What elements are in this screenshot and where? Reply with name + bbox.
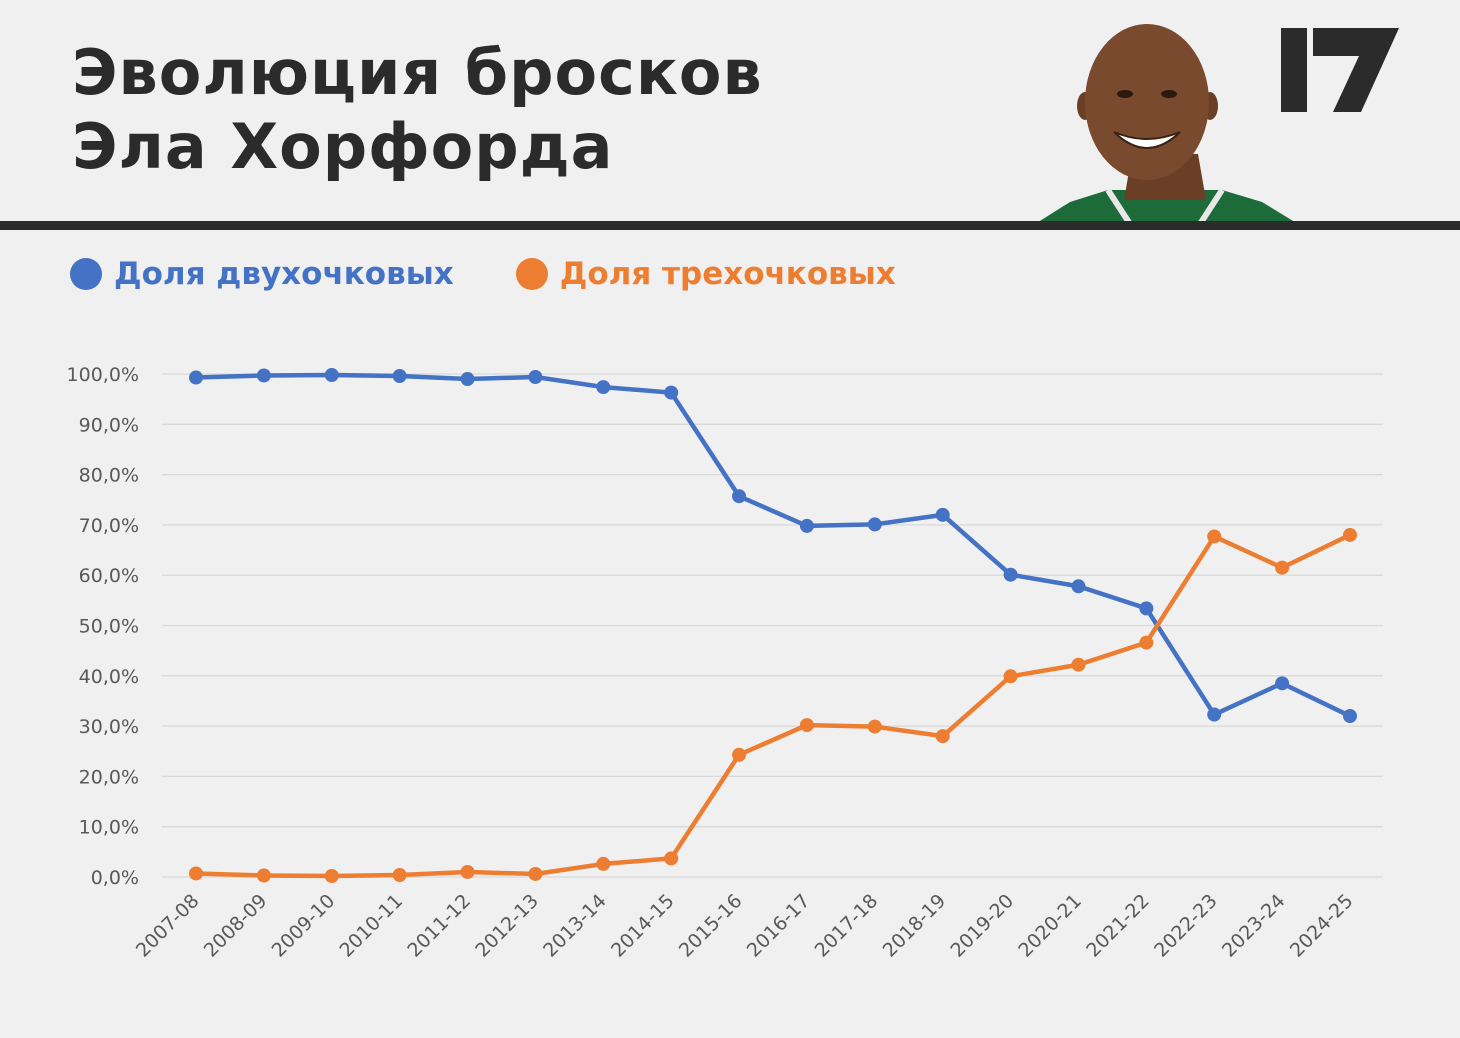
legend-label-three-point: Доля трехочковых	[559, 256, 896, 292]
data-point-0	[392, 369, 407, 384]
x-tick-label: 2022-23	[1150, 890, 1222, 962]
data-point-0	[596, 380, 611, 395]
data-point-1	[324, 868, 339, 883]
data-point-0	[1343, 709, 1357, 724]
data-point-0	[935, 507, 950, 522]
legend-label-two-point: Доля двухочковых	[114, 256, 454, 292]
data-point-1	[732, 747, 747, 762]
data-point-1	[189, 866, 203, 881]
jersey	[1035, 190, 1298, 224]
x-tick-label: 2015-16	[675, 890, 747, 962]
data-point-1	[1139, 635, 1154, 650]
player-portrait	[1035, 24, 1298, 224]
x-tick-label: 2009-10	[268, 890, 340, 962]
data-point-0	[1207, 707, 1222, 722]
data-point-0	[460, 372, 475, 387]
data-point-0	[1139, 601, 1154, 616]
data-point-0	[324, 368, 339, 383]
y-tick-label: 30,0%	[79, 716, 139, 738]
data-point-1	[1071, 657, 1086, 672]
y-tick-label: 20,0%	[79, 766, 139, 788]
left-eye	[1117, 90, 1133, 98]
x-tick-label: 2021-22	[1082, 890, 1154, 962]
data-point-0	[528, 370, 543, 385]
x-tick-label: 2013-14	[539, 890, 611, 962]
header-divider	[0, 221, 1460, 230]
x-tick-label: 2008-09	[200, 890, 272, 962]
data-point-1	[528, 866, 543, 881]
y-tick-label: 60,0%	[79, 565, 139, 587]
data-point-0	[732, 489, 747, 504]
x-tick-label: 2011-12	[403, 890, 475, 962]
data-point-0	[1003, 567, 1018, 582]
data-point-1	[1207, 529, 1222, 544]
data-point-0	[1071, 579, 1086, 594]
x-tick-label: 2018-19	[879, 890, 951, 962]
data-point-1	[664, 851, 679, 866]
data-point-0	[189, 370, 203, 385]
data-point-1	[1275, 560, 1290, 575]
x-tick-label: 2012-13	[471, 890, 543, 962]
series-line-1	[193, 532, 1353, 879]
y-tick-label: 100,0%	[67, 364, 139, 386]
x-tick-label: 2019-20	[946, 890, 1018, 962]
data-point-1	[935, 729, 950, 744]
y-tick-label: 90,0%	[79, 414, 139, 436]
page-title: Эволюция бросков Эла Хорфорда	[72, 36, 763, 183]
y-tick-label: 50,0%	[79, 616, 139, 638]
x-tick-label: 2017-18	[811, 890, 883, 962]
chart-legend: Доля двухочковых Доля трехочковых	[70, 252, 958, 296]
x-tick-label: 2016-17	[743, 890, 815, 962]
series-line-0	[193, 372, 1353, 719]
smile	[1113, 131, 1181, 149]
legend-item-two-point: Доля двухочковых	[70, 256, 454, 292]
data-point-1	[460, 864, 475, 879]
x-tick-label: 2014-15	[607, 890, 679, 962]
data-point-0	[664, 385, 679, 400]
x-tick-label: 2010-11	[335, 890, 407, 962]
x-tick-label: 2020-21	[1014, 890, 1086, 962]
legend-marker-two-point	[70, 258, 102, 290]
data-point-0	[867, 517, 882, 532]
x-tick-label: 2007-08	[132, 890, 204, 962]
brand-logo-icon	[1281, 28, 1399, 112]
legend-marker-three-point	[515, 258, 548, 290]
y-tick-label: 80,0%	[79, 465, 139, 487]
data-point-1	[799, 718, 814, 733]
data-point-1	[392, 867, 407, 882]
legend-item-three-point: Доля трехочковых	[515, 256, 896, 292]
data-point-1	[1003, 669, 1018, 684]
data-point-0	[1275, 676, 1290, 691]
data-point-0	[799, 518, 814, 533]
data-point-1	[1343, 527, 1357, 542]
data-point-0	[256, 368, 271, 383]
right-eye	[1161, 90, 1177, 98]
data-point-1	[867, 719, 882, 734]
x-tick-label: 2023-24	[1218, 890, 1290, 962]
jersey-trim	[1105, 188, 1225, 224]
y-tick-label: 70,0%	[79, 515, 139, 537]
face	[1085, 24, 1209, 180]
y-tick-label: 0,0%	[91, 867, 139, 889]
data-point-1	[596, 856, 611, 871]
y-tick-label: 10,0%	[79, 817, 139, 839]
x-tick-label: 2024-25	[1286, 890, 1358, 962]
data-point-1	[256, 868, 271, 883]
y-tick-label: 40,0%	[79, 666, 139, 688]
